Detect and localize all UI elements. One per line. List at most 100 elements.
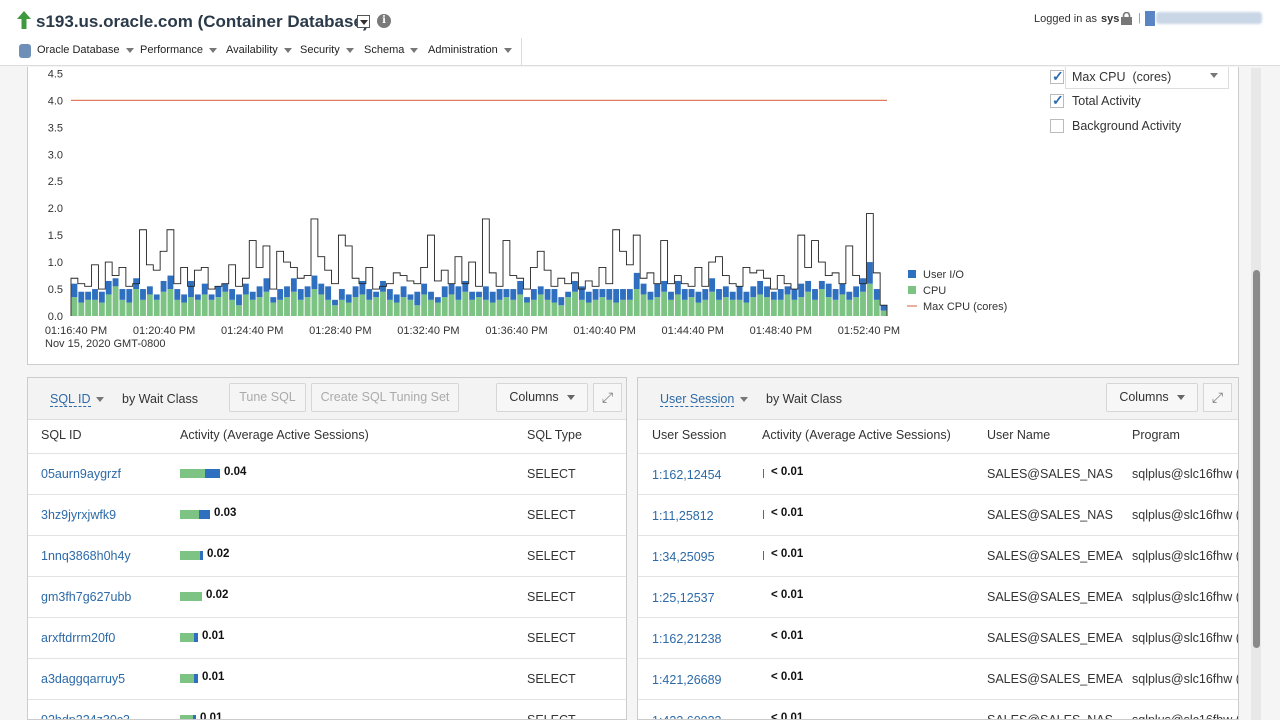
user-session-link[interactable]: 1:11,25812 [652, 509, 714, 523]
cpu-bar [626, 299, 633, 316]
user-session-link[interactable]: 1:25,12537 [652, 591, 715, 605]
sql-id-link[interactable]: gm3fh7g627ubb [41, 590, 132, 604]
table-row[interactable]: 1:11,25812 < 0.01 SALES@SALES_NAS sqlplus@s… [638, 494, 1238, 535]
cpu-bar [860, 291, 866, 316]
menu-administration[interactable]: Administration [428, 44, 512, 56]
user-session-link[interactable]: 1:162,12454 [652, 468, 722, 482]
table-row[interactable]: arxftdrrm20f0 0.01 SELECT [28, 617, 626, 658]
logged-in-user: sys [1101, 13, 1120, 25]
col-header-program[interactable]: Program [1132, 428, 1180, 442]
activity-value: < 0.01 [771, 671, 804, 683]
menu-bar: Oracle Database Performance Availability… [0, 38, 1280, 66]
table-row[interactable]: 1:421,26689 < 0.01 SALES@SALES_EMEA sqlplus… [638, 658, 1238, 699]
chevron-down-icon[interactable] [96, 397, 104, 402]
table-row[interactable]: a3daggqarruy5 0.01 SELECT [28, 658, 626, 699]
table-row[interactable]: 3hz9jyrxjwfk9 0.03 SELECT [28, 494, 626, 535]
menu-availability[interactable]: Availability [226, 44, 292, 56]
cpu-bar [181, 302, 188, 316]
expand-icon[interactable]: ⤢ [1203, 383, 1232, 412]
menu-performance[interactable]: Performance [140, 44, 217, 56]
menu-divider [521, 38, 522, 66]
chevron-down-icon[interactable] [740, 397, 748, 402]
user-io-bar [194, 294, 201, 300]
user-session-link[interactable]: 1:34,25095 [652, 550, 715, 564]
user-io-bar [839, 283, 846, 295]
user-session-dimension-select[interactable]: User Session [660, 392, 735, 407]
user-io-bar [832, 289, 839, 300]
sql-id-link[interactable]: 3hz9jyrxjwfk9 [41, 508, 117, 522]
page-scrollbar-thumb[interactable] [1253, 270, 1260, 648]
total-activity-checkbox[interactable] [1050, 92, 1064, 109]
user-io-activity-bar [205, 469, 220, 478]
table-row[interactable]: 92hdp224z30c3 0.01 SELECT [28, 699, 626, 720]
expand-icon[interactable]: ⤢ [593, 383, 622, 412]
sql-id-link[interactable]: arxftdrrm20f0 [41, 631, 116, 645]
info-icon[interactable]: i [377, 14, 391, 28]
table-row[interactable]: 1:162,21238 < 0.01 SALES@SALES_EMEA sqlplus… [638, 617, 1238, 658]
table-row[interactable]: 1:423,60033 < 0.01 SALES@SALES_NAS sqlplus@… [638, 699, 1238, 719]
max-cpu-checkbox[interactable] [1050, 68, 1064, 85]
cpu-bar [318, 294, 325, 316]
tune-sql-button[interactable]: Tune SQL [229, 383, 306, 412]
user-session-link[interactable]: 1:162,21238 [652, 632, 722, 646]
table-row[interactable]: 1:34,25095 < 0.01 SALES@SALES_EMEA sqlplus@… [638, 535, 1238, 576]
cpu-bar [812, 299, 818, 316]
cpu-bar [222, 291, 229, 316]
user-session-link[interactable]: 1:423,60033 [652, 714, 722, 719]
sql-id-link[interactable]: 05aurn9aygrzf [41, 467, 121, 481]
legend-swatch [908, 286, 916, 294]
user-io-bar [428, 291, 434, 300]
cpu-bar [620, 299, 626, 316]
max-cpu-dropdown[interactable] [1065, 67, 1229, 89]
user-io-bar [297, 289, 304, 300]
sql-id-link[interactable]: a3daggqarruy5 [41, 672, 126, 686]
user-io-bar [551, 289, 558, 303]
table-row[interactable]: 1nnq3868h0h4y 0.02 SELECT [28, 535, 626, 576]
cpu-activity-bar [180, 674, 194, 683]
table-row[interactable]: 1:25,12537 < 0.01 SALES@SALES_EMEA sqlplus@… [638, 576, 1238, 617]
col-header-sql-id[interactable]: SQL ID [41, 428, 82, 442]
user-io-bar [503, 289, 510, 298]
x-tick-label: 01:36:40 PM [485, 325, 547, 337]
activity-bar [763, 469, 764, 478]
user-session-link[interactable]: 1:421,26689 [652, 673, 722, 687]
user-io-bar [757, 280, 764, 295]
sql-id-dimension-select[interactable]: SQL ID [50, 392, 91, 407]
legend-swatch [908, 270, 916, 278]
menu-schema[interactable]: Schema [364, 44, 419, 56]
col-header-activity[interactable]: Activity (Average Active Sessions) [180, 428, 369, 442]
table-row[interactable]: gm3fh7g627ubb 0.02 SELECT [28, 576, 626, 617]
cpu-bar [558, 305, 565, 316]
sql-id-link[interactable]: 1nnq3868h0h4y [41, 549, 131, 563]
create-sql-tuning-set-button[interactable]: Create SQL Tuning Set [311, 383, 459, 412]
user-io-bar [290, 278, 297, 292]
cpu-bar [311, 289, 318, 316]
col-header-activity[interactable]: Activity (Average Active Sessions) [762, 428, 951, 442]
table-row[interactable]: 05aurn9aygrzf 0.04 SELECT [28, 453, 626, 494]
target-menu-dropdown-icon[interactable] [357, 15, 370, 28]
col-header-sql-type[interactable]: SQL Type [527, 428, 582, 442]
sql-columns-button[interactable]: Columns [496, 383, 588, 412]
col-header-user-name[interactable]: User Name [987, 428, 1051, 442]
session-columns-button[interactable]: Columns [1106, 383, 1198, 412]
table-row[interactable]: 1:162,12454 < 0.01 SALES@SALES_NAS sqlplus@… [638, 453, 1238, 494]
cpu-bar [510, 299, 517, 316]
sql-id-link[interactable]: 92hdp224z30c3 [41, 713, 130, 720]
user-io-bar [640, 283, 647, 295]
cpu-activity-bar [180, 469, 205, 478]
user-io-bar [873, 289, 880, 300]
sql-id-panel: SQL ID by Wait Class Tune SQL Create SQL… [27, 377, 627, 720]
total-activity-label: Total Activity [1072, 94, 1141, 108]
menu-security[interactable]: Security [300, 44, 354, 56]
background-activity-checkbox[interactable] [1050, 119, 1064, 133]
cpu-bar [112, 286, 119, 316]
user-io-bar [818, 280, 825, 290]
user-name: SALES@SALES_EMEA [987, 631, 1123, 645]
user-io-bar [791, 289, 798, 300]
user-io-bar [434, 297, 441, 303]
user-io-bar [812, 289, 818, 300]
cpu-bar [229, 299, 236, 316]
cpu-activity-bar [180, 715, 193, 719]
menu-oracle-database[interactable]: Oracle Database [37, 44, 134, 56]
col-header-user-session[interactable]: User Session [652, 428, 727, 442]
